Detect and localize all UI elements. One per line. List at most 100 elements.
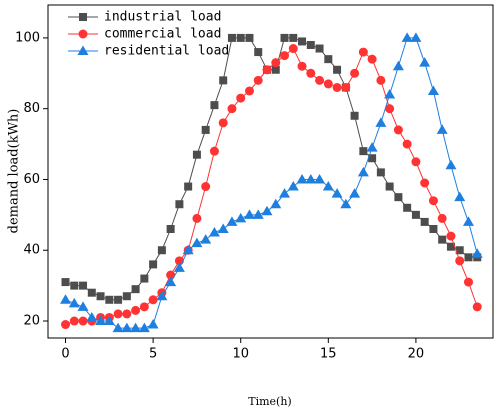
marker: [376, 75, 386, 85]
marker: [218, 118, 228, 128]
marker: [114, 295, 123, 304]
marker: [157, 246, 166, 255]
marker: [244, 86, 254, 96]
marker: [105, 295, 114, 304]
marker: [297, 61, 307, 71]
marker: [427, 85, 439, 95]
marker: [121, 322, 133, 333]
marker: [357, 166, 369, 177]
marker: [182, 244, 194, 255]
marker: [173, 262, 185, 272]
marker: [79, 13, 87, 21]
marker: [376, 168, 385, 177]
marker: [393, 125, 403, 135]
marker: [175, 200, 184, 209]
marker: [411, 210, 420, 219]
marker: [454, 191, 466, 202]
series-line: [65, 37, 478, 329]
marker: [288, 44, 298, 54]
marker: [243, 209, 255, 219]
x-tick-label: 5: [149, 347, 157, 362]
marker: [314, 173, 326, 184]
marker: [138, 322, 150, 333]
marker: [411, 157, 421, 167]
marker: [122, 309, 132, 319]
y-axis-label: demand load(kWh): [7, 109, 22, 234]
marker: [331, 188, 343, 198]
marker: [438, 235, 447, 244]
y-tick-label: 100: [15, 30, 40, 45]
marker: [280, 51, 290, 61]
marker: [280, 33, 289, 42]
legend-label: industrial load: [104, 10, 221, 25]
x-tick-label: 15: [320, 347, 337, 362]
marker: [112, 322, 124, 333]
marker: [61, 278, 70, 287]
legend-label: commercial load: [104, 27, 221, 42]
marker: [401, 32, 413, 42]
marker: [165, 276, 177, 287]
marker: [235, 212, 247, 223]
marker: [227, 33, 236, 42]
marker: [130, 322, 142, 333]
marker: [79, 281, 88, 290]
marker: [436, 124, 448, 134]
marker: [95, 315, 107, 326]
marker: [455, 246, 464, 255]
marker: [368, 154, 377, 163]
x-tick-label: 0: [61, 347, 69, 362]
marker: [394, 193, 403, 202]
marker: [384, 89, 396, 99]
marker: [131, 305, 141, 315]
marker: [96, 292, 105, 301]
marker: [253, 75, 263, 85]
marker: [270, 198, 282, 209]
marker: [261, 205, 273, 216]
y-tick-label: 80: [23, 101, 40, 116]
marker: [271, 58, 281, 68]
marker: [208, 227, 220, 237]
marker: [359, 147, 368, 156]
marker: [77, 301, 89, 311]
marker: [385, 104, 395, 114]
marker: [366, 142, 378, 152]
marker: [446, 242, 455, 251]
marker: [192, 213, 202, 223]
marker: [333, 65, 342, 74]
marker: [209, 146, 219, 156]
marker: [262, 65, 272, 75]
marker: [217, 223, 229, 234]
marker: [428, 196, 438, 206]
marker: [140, 274, 149, 283]
marker: [200, 234, 212, 244]
marker: [156, 290, 168, 301]
marker: [472, 302, 482, 312]
marker: [149, 260, 158, 269]
marker: [122, 292, 131, 301]
marker: [68, 297, 80, 308]
marker: [77, 45, 89, 55]
x-tick-label: 20: [408, 347, 425, 362]
marker: [87, 288, 96, 297]
marker: [462, 216, 474, 226]
legend-label: residential load: [104, 44, 229, 59]
y-tick-label: 60: [23, 172, 40, 187]
marker: [429, 225, 438, 234]
marker: [139, 302, 149, 312]
marker: [210, 101, 219, 110]
marker: [191, 237, 203, 248]
marker: [358, 47, 368, 57]
marker: [392, 60, 404, 71]
marker: [254, 48, 263, 57]
marker: [226, 216, 238, 226]
marker: [420, 178, 430, 188]
marker: [403, 203, 412, 212]
marker: [315, 44, 324, 53]
marker: [147, 319, 159, 329]
marker: [350, 111, 359, 120]
marker: [236, 33, 245, 42]
marker: [367, 54, 377, 64]
marker: [289, 33, 298, 42]
marker: [245, 33, 254, 42]
